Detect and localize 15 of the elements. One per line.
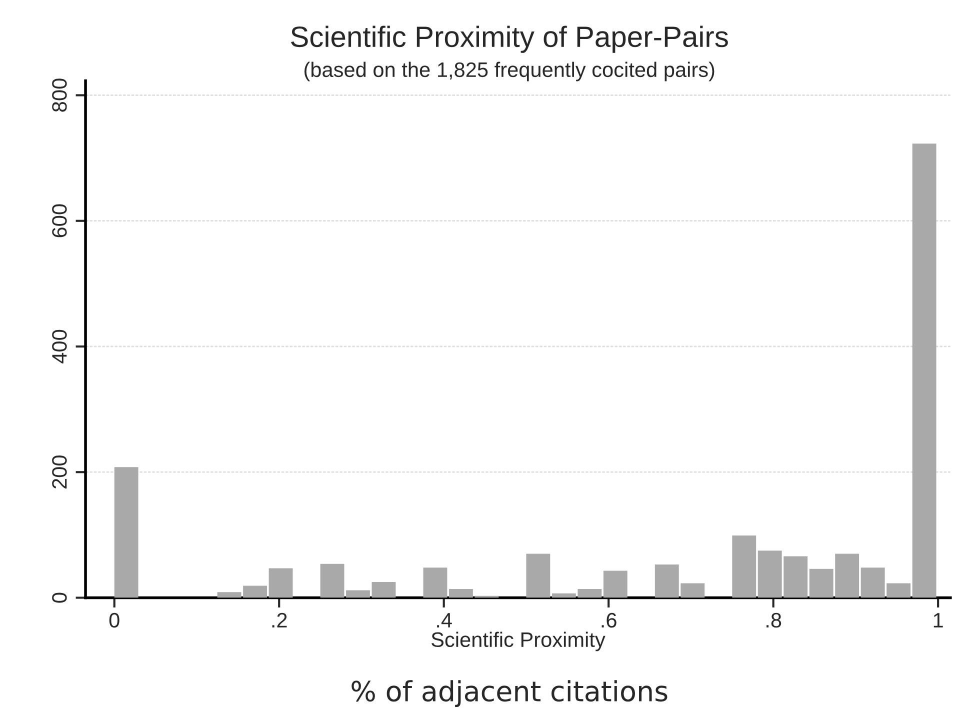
y-tick-label: 200 xyxy=(52,456,67,488)
x-tick-label: 1 xyxy=(934,613,943,628)
chart-subtitle: (based on the 1,825 frequently cocited pairs) xyxy=(304,62,714,82)
chart-title: Scientific Proximity of Paper-Pairs xyxy=(291,26,728,53)
text: % of adjacent citations xyxy=(352,680,668,707)
x-tick-label: .4 xyxy=(437,613,452,628)
x-tick-label: .6 xyxy=(602,612,616,628)
y-tick-label: 800 xyxy=(52,78,67,112)
y-tick-label: 600 xyxy=(52,204,67,238)
x-tick-label: .2 xyxy=(272,612,287,628)
y-tick-label: 400 xyxy=(52,330,67,364)
x-axis-title: Scientific Proximity xyxy=(432,632,606,652)
x-tick-label: .8 xyxy=(766,612,782,628)
y-tick-label: 0 xyxy=(52,592,67,603)
x-tick-label: 0 xyxy=(109,612,120,628)
